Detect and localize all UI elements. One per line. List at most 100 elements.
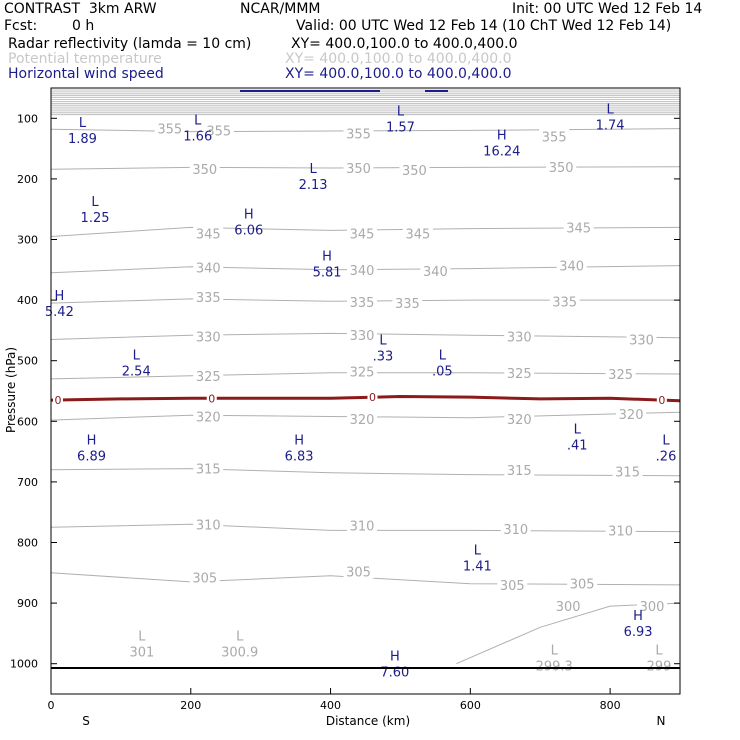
field-wind-xy: XY= 400.0,100.0 to 400.0,400.0 <box>285 66 512 82</box>
theta-label: 320 <box>507 413 532 428</box>
y-tick-label: 400 <box>17 294 38 307</box>
theta-label: 330 <box>350 329 375 344</box>
zero-label-bg <box>656 394 667 407</box>
wind-extremum-letter: L <box>194 113 202 128</box>
y-tick-label: 200 <box>17 173 38 186</box>
theta-label-bg <box>504 461 535 477</box>
wind-extremum-letter: L <box>79 116 87 131</box>
theta-label-bg <box>605 522 636 538</box>
theta-label: 350 <box>549 161 574 176</box>
theta-label-bg <box>567 575 598 591</box>
y-tick-label: 900 <box>17 597 38 610</box>
plot-frame <box>50 87 681 695</box>
theta-label-bg <box>392 295 423 311</box>
wind-extremum-value: 1.57 <box>386 120 415 135</box>
theta-label: 345 <box>196 227 221 242</box>
y-tick-label: 1000 <box>10 658 38 671</box>
theta-label: 310 <box>196 518 221 533</box>
x-end-south: S <box>82 714 90 728</box>
theta-label-bg <box>347 293 378 309</box>
valid-time: Valid: 00 UTC Wed 12 Feb 14 (10 ChT Wed … <box>296 18 672 34</box>
theta-label: 350 <box>192 163 217 178</box>
theta-label: 325 <box>350 366 375 381</box>
theta-contour-315 <box>50 468 681 477</box>
theta-label-bg <box>193 289 224 305</box>
theta-label-bg <box>193 408 224 424</box>
theta-label: 330 <box>629 333 654 348</box>
theta-label-bg <box>553 598 584 614</box>
wind-extremum-letter: H <box>87 433 97 448</box>
theta-label-bg <box>347 225 378 241</box>
theta-extremum-letter: L <box>551 644 559 659</box>
field-theta: Potential temperature <box>8 51 162 67</box>
x-tick-label: 0 <box>48 699 55 712</box>
theta-label-bg <box>637 598 668 614</box>
wind-extremum-value: 6.93 <box>624 625 653 640</box>
theta-label: 340 <box>196 261 221 276</box>
wind-extremum-letter: H <box>390 650 400 665</box>
wind-extremum-value: 6.83 <box>285 449 314 464</box>
theta-label-bg <box>504 364 535 380</box>
theta-contour-350 <box>50 166 681 170</box>
field-theta-xy: XY= 400.0,100.0 to 400.0,400.0 <box>285 51 512 67</box>
y-tick-label: 500 <box>17 355 38 368</box>
theta-label: 350 <box>346 162 371 177</box>
zero-line-label: 0 <box>54 394 61 407</box>
theta-extremum-letter: L <box>655 644 663 659</box>
theta-label: 355 <box>346 127 371 142</box>
theta-label-bg <box>626 331 657 347</box>
theta-label: 355 <box>542 130 567 145</box>
wind-extremum-value: .05 <box>432 364 453 379</box>
theta-label-bg <box>500 521 531 537</box>
model-title: CONTRAST 3km ARW <box>4 1 157 17</box>
theta-label-bg <box>399 161 430 177</box>
theta-contour-325 <box>50 372 681 380</box>
wind-extremum-value: 1.25 <box>81 211 110 226</box>
theta-contour-340 <box>50 265 681 274</box>
theta-label-bg <box>563 219 594 235</box>
theta-extremum-letter: L <box>236 630 244 645</box>
wind-extremum-letter: L <box>439 348 447 363</box>
field-reflectivity-xy: XY= 400.0,100.0 to 400.0,400.0 <box>291 36 518 52</box>
wind-extremum-letter: H <box>633 609 643 624</box>
wind-extremum-letter: L <box>379 333 387 348</box>
y-axis-label: Pressure (hPa) <box>4 347 18 433</box>
wind-extremum-value: 1.74 <box>596 118 625 133</box>
theta-extremum-letter: L <box>138 630 146 645</box>
theta-label-bg <box>343 159 374 175</box>
wind-extremum-letter: L <box>309 162 317 177</box>
wind-extremum-value: 6.89 <box>77 449 106 464</box>
theta-label: 305 <box>500 579 525 594</box>
zero-wind-line: 0 0 0 0 <box>50 391 681 407</box>
theta-label: 315 <box>507 464 532 479</box>
wind-extremum-value: 2.13 <box>299 178 328 193</box>
theta-label-bg <box>347 410 378 426</box>
wind-extremum-letter: L <box>574 422 582 437</box>
y-tick-label: 700 <box>17 476 38 489</box>
theta-label: 340 <box>350 264 375 279</box>
theta-label-bg <box>193 225 224 241</box>
wind-extremum-value: .41 <box>567 438 588 453</box>
theta-label: 330 <box>507 330 532 345</box>
wind-extremum-value: 2.54 <box>122 364 151 379</box>
theta-contour-330 <box>50 332 681 340</box>
theta-contour-labels: 355 355 355 355 350 350 350 350 345 345 345 345 340 3… <box>129 120 671 675</box>
x-tick-label: 200 <box>180 699 201 712</box>
forecast-hour: 0 h <box>72 18 95 34</box>
theta-label: 310 <box>608 524 633 539</box>
theta-label-bg <box>193 328 224 344</box>
theta-extremum-value: 301 <box>129 646 154 661</box>
field-wind: Horizontal wind speed <box>8 66 164 82</box>
theta-label-bg <box>203 122 234 138</box>
wind-extremum-letter: H <box>497 129 507 144</box>
zero-line-path <box>50 394 681 403</box>
theta-label: 310 <box>350 520 375 535</box>
theta-label-bg <box>193 460 224 476</box>
theta-contour-320 <box>50 411 681 421</box>
theta-label-bg <box>189 161 220 177</box>
theta-label: 305 <box>570 578 595 593</box>
wind-extremum-value: 16.24 <box>483 145 520 160</box>
zero-label-bg <box>52 393 63 406</box>
